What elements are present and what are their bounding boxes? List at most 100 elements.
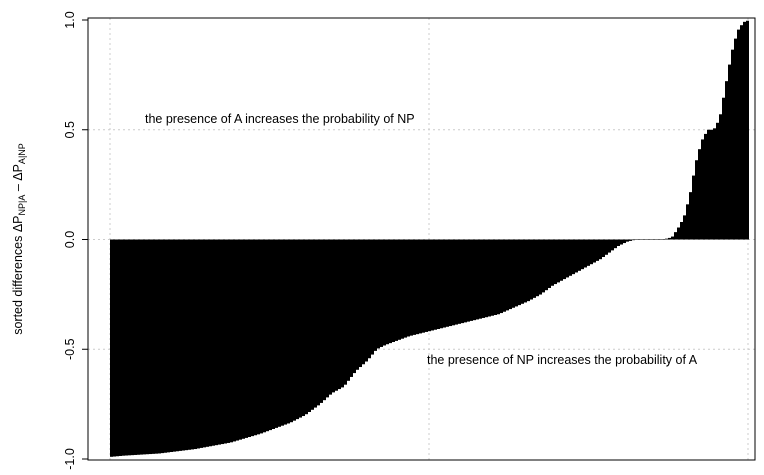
difference-bar: [296, 239, 299, 420]
difference-bar: [377, 239, 380, 349]
difference-bar: [305, 239, 308, 415]
difference-bar: [494, 239, 497, 316]
difference-bar: [542, 239, 545, 293]
difference-bar: [548, 239, 551, 288]
difference-bar: [689, 192, 692, 240]
difference-bar: [383, 239, 386, 346]
difference-bar: [185, 239, 188, 451]
difference-bar: [119, 239, 122, 456]
y-tick-label: 0.0: [63, 231, 77, 248]
difference-bar: [716, 122, 719, 240]
difference-bar: [158, 239, 161, 454]
difference-bar: [179, 239, 182, 451]
difference-bar: [650, 239, 653, 240]
difference-bar: [263, 239, 266, 433]
difference-bar: [410, 239, 413, 336]
difference-bar: [458, 239, 461, 324]
difference-bar: [395, 239, 398, 341]
difference-bar: [167, 239, 170, 453]
difference-bar: [425, 239, 428, 332]
difference-bar: [440, 239, 443, 329]
difference-bar: [392, 239, 395, 343]
difference-bar: [191, 239, 194, 450]
difference-bar: [521, 239, 524, 304]
difference-bar: [518, 239, 521, 306]
annotations: the presence of A increases the probabil…: [145, 112, 698, 367]
difference-bar: [113, 239, 116, 457]
difference-bar: [698, 149, 701, 240]
difference-bar: [644, 239, 647, 240]
y-tick-label: -1.0: [63, 448, 77, 470]
difference-bar: [641, 239, 644, 240]
difference-bar: [695, 160, 698, 240]
difference-bar: [416, 239, 419, 335]
difference-bar: [596, 239, 599, 261]
difference-bar: [470, 239, 473, 321]
difference-bar: [209, 239, 212, 447]
difference-bar: [476, 239, 479, 320]
difference-bar: [605, 239, 608, 255]
difference-bar: [314, 239, 317, 408]
difference-bar: [236, 239, 239, 441]
difference-bar: [131, 239, 134, 456]
difference-bar: [116, 239, 119, 457]
difference-bar: [434, 239, 437, 330]
difference-bar: [701, 139, 704, 240]
difference-bar: [620, 239, 623, 245]
difference-bar: [503, 239, 506, 312]
y-axis-title: sorted differences ΔPNP|A – ΔPA|NP: [11, 143, 27, 335]
difference-bar: [554, 239, 557, 285]
y-tick-label: 1.0: [63, 11, 77, 28]
difference-bar: [407, 239, 410, 337]
difference-bar: [611, 239, 614, 251]
difference-bar: [290, 239, 293, 423]
difference-bar: [467, 239, 470, 322]
difference-bar: [515, 239, 518, 307]
difference-bar: [743, 21, 746, 240]
difference-bar: [545, 239, 548, 291]
difference-bar: [530, 239, 533, 300]
difference-bar: [326, 239, 329, 398]
difference-bar: [161, 239, 164, 454]
difference-bar: [149, 239, 152, 455]
difference-bar: [302, 239, 305, 417]
difference-bar: [323, 239, 326, 401]
difference-bar: [194, 239, 197, 450]
difference-bar: [659, 239, 662, 240]
annotation-positive: the presence of A increases the probabil…: [145, 112, 415, 126]
difference-bar: [338, 239, 341, 390]
difference-bar: [647, 239, 650, 240]
difference-bar: [137, 239, 140, 455]
difference-bar: [437, 239, 440, 329]
difference-bar: [578, 239, 581, 271]
difference-bar: [500, 239, 503, 314]
difference-bar: [707, 129, 710, 240]
difference-bar: [506, 239, 509, 311]
difference-bar: [128, 239, 131, 456]
difference-bar: [602, 239, 605, 257]
difference-bar: [269, 239, 272, 431]
difference-bar: [593, 239, 596, 263]
difference-bar: [164, 239, 167, 453]
difference-bar: [233, 239, 236, 442]
difference-bar: [404, 239, 407, 338]
difference-bar: [680, 221, 683, 240]
difference-bar: [722, 97, 725, 240]
difference-bar: [293, 239, 296, 421]
difference-bar: [449, 239, 452, 327]
difference-bar: [710, 129, 713, 240]
difference-bar: [584, 239, 587, 268]
difference-bar: [152, 239, 155, 454]
difference-bar: [740, 25, 743, 240]
difference-bar: [398, 239, 401, 340]
difference-bar: [260, 239, 263, 434]
difference-bar: [332, 239, 335, 393]
difference-bar: [566, 239, 569, 278]
difference-bar: [638, 239, 641, 240]
difference-bar: [653, 239, 656, 240]
difference-bar: [623, 239, 626, 244]
difference-bar: [110, 239, 113, 457]
difference-bar: [374, 239, 377, 351]
difference-bar: [239, 239, 242, 440]
difference-bar: [143, 239, 146, 455]
